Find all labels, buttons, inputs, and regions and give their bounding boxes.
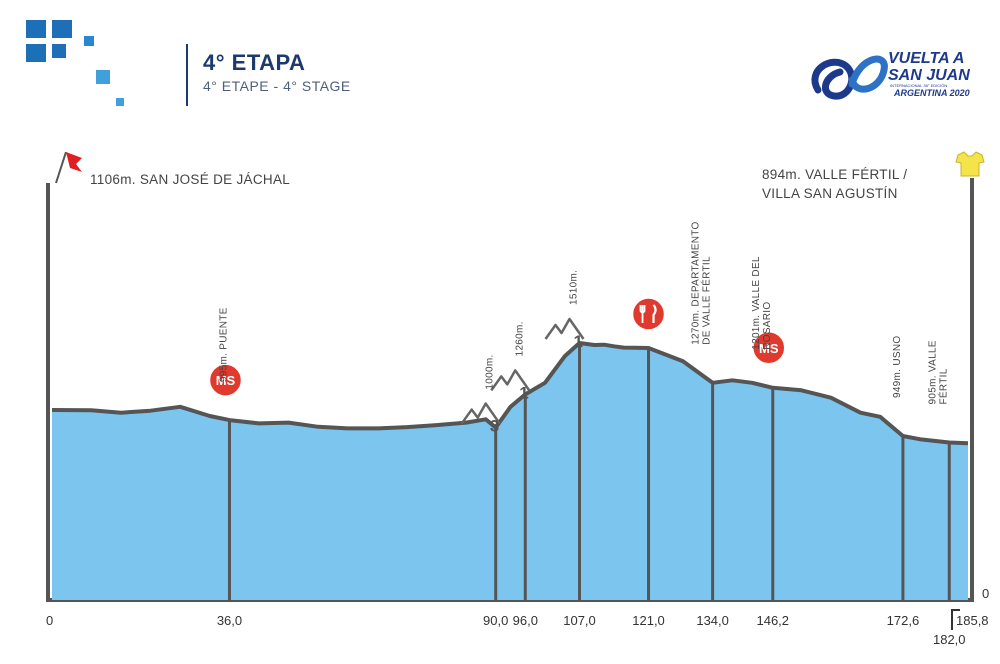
x-tick-label: 134,0 [696,613,729,628]
organizer-logo [26,20,124,106]
x-tick-label: 146,2 [756,613,789,628]
elevation-profile [51,341,969,600]
marker-circle [208,363,243,397]
climb-mountain-icon: 1 [490,369,531,402]
axis-end-label: 0 [982,586,989,601]
marker-circle [631,297,666,331]
waypoint-label-text: 1260m. [514,321,525,356]
x-tick-label: 90,0 [483,613,508,628]
feed-zone-icon [631,297,666,331]
finish-line-2: VILLA SAN AGUSTÍN [762,186,898,201]
x-tick-label: 182,0 [933,632,966,647]
vuelta-logo: VUELTA A SAN JUAN INTERNACIONAL 38° EDIC… [811,50,970,100]
x-tick-label: 0 [46,613,53,628]
x-tick-label: 172,6 [887,613,920,628]
svg-text:INTERNACIONAL 38° EDICIÓN: INTERNACIONAL 38° EDICIÓN [890,83,947,88]
waypoint-lines [227,344,951,600]
waypoint-label-text: 1201m. VALLE DEL [751,256,762,350]
mountain-outline [544,317,585,340]
climb-category: 3 [490,417,499,436]
waypoint-label-text: 995m. PUENTE [218,307,229,382]
waypoint-labels: 995m. PUENTE 1000m. 1260m. 1510m. 1270m. DEP… [218,221,949,404]
svg-text:ARGENTINA 2020: ARGENTINA 2020 [893,88,970,98]
waypoint-label-text: ROSARIO [762,302,773,350]
waypoint-label-text: 1270m. DEPARTAMENTO [691,221,702,344]
page-title: 4° ETAPA [203,50,306,75]
waypoint-label: 905m. VALLE FÉRTIL [927,340,949,404]
svg-text:VUELTA A: VUELTA A [888,50,964,67]
waypoint-label-text: 1000m. [485,354,496,389]
waypoint-label-text: 905m. VALLE [927,340,938,404]
climb-icons: 3 1 1 [460,317,585,436]
mountain-outline [460,402,501,425]
page-subtitle: 4° ETAPE - 4° STAGE [203,78,351,94]
sprint-marker: MS [208,363,243,397]
waypoint-label: 949m. USNO [892,336,903,398]
waypoint-label-text: FÉRTIL [936,368,949,404]
waypoint-label: 1510m. [569,270,580,305]
climb-mountain-icon: 3 [460,402,501,436]
x-tick-label: 107,0 [563,613,596,628]
finish-line-1: 894m. VALLE FÉRTIL / [762,167,908,182]
x-tick-label: 185,8 [956,613,989,628]
climb-category: 1 [574,332,583,351]
svg-text:SAN JUAN: SAN JUAN [888,67,970,84]
start-location-label: 1106m. SAN JOSÉ DE JÁCHAL [90,172,291,187]
x-tick-label: 36,0 [217,613,242,628]
profile-line [51,341,969,446]
knife-glyph [652,304,657,323]
waypoint-label: 1270m. DEPARTAMENTO DE VALLE FÉRTIL [691,221,713,344]
x-tick-label: 96,0 [513,613,538,628]
fork-glyph [639,304,646,323]
waypoint-label-text: 949m. USNO [892,336,903,398]
tick-bracket [951,609,960,630]
sprint-label: MS [759,341,779,356]
leader-jersey-icon [955,151,985,177]
waypoint-label-text: DE VALLE FÉRTIL [700,256,713,345]
waypoint-label: 1260m. [514,321,525,356]
waypoint-label: 1000m. [485,354,496,389]
climb-category: 1 [519,383,528,402]
waypoint-label-text: 1510m. [569,270,580,305]
start-flag-icon [55,151,82,184]
sprint-label: MS [216,373,236,388]
route-markers: MS MS [208,297,786,397]
x-axis-ticks: 0 36,0 90,0 96,0 107,0 121,0 134,0 146,2 172,6 18… [46,586,989,647]
sprint-marker: MS [752,331,786,365]
finish-location-label: 894m. VALLE FÉRTIL / VILLA SAN AGUSTÍN [762,165,942,203]
marker-circle [752,331,786,365]
waypoint-label: 995m. PUENTE [218,307,229,382]
profile-area [52,343,968,600]
title-divider [186,44,188,106]
climb-mountain-icon: 1 [544,317,585,351]
x-tick-label: 121,0 [632,613,665,628]
waypoint-label: 1201m. VALLE DEL ROSARIO [751,256,773,350]
mountain-outline [490,369,531,392]
